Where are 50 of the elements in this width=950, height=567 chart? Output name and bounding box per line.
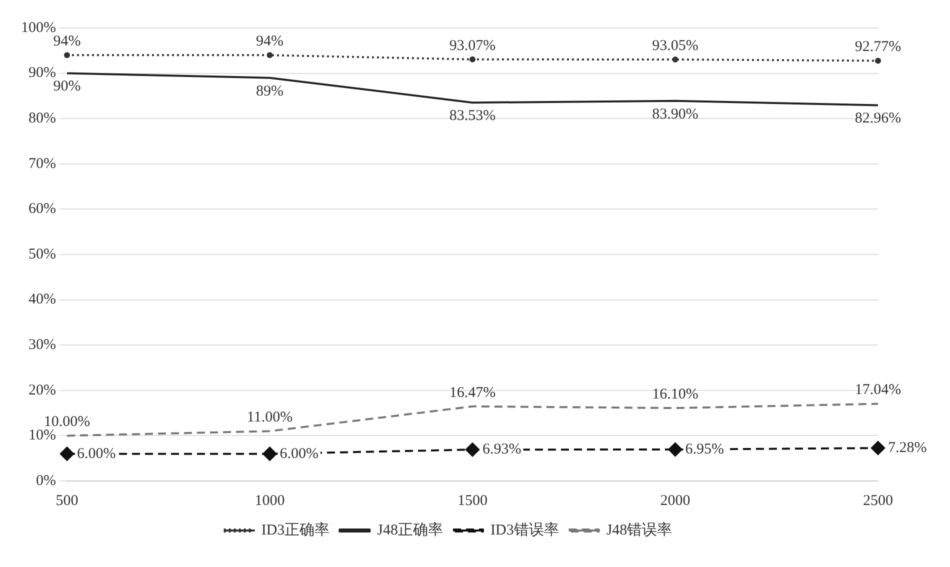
point — [668, 442, 682, 457]
data-label: 93.05% — [652, 38, 698, 54]
legend-label: J48错误率 — [606, 521, 672, 538]
data-label: 6.00% — [76, 446, 116, 462]
data-label: 93.07% — [449, 38, 496, 54]
data-label: 89% — [256, 83, 284, 100]
data-label: 6.93% — [482, 442, 522, 458]
data-label: 6.00% — [280, 446, 318, 462]
data-label: 17.04% — [854, 382, 902, 398]
y-tick-label: 80% — [28, 110, 56, 127]
point — [266, 52, 273, 58]
point — [262, 446, 277, 461]
y-tick-label: 50% — [28, 246, 56, 262]
y-tick-label: 0% — [36, 472, 56, 489]
x-tick-label: 1500 — [458, 492, 488, 509]
point — [466, 442, 480, 457]
data-label: 7.28% — [888, 440, 927, 456]
x-tick-label: 1000 — [254, 492, 285, 509]
y-tick-label: 30% — [28, 337, 56, 354]
data-label: 94% — [256, 34, 284, 50]
data-label: 6.95% — [685, 441, 724, 458]
x-tick-label: 2500 — [863, 492, 893, 509]
point — [871, 441, 885, 456]
y-tick-label: 70% — [28, 156, 56, 172]
y-tick-label: 10% — [28, 428, 56, 444]
point — [60, 446, 74, 461]
x-tick-label: 2000 — [660, 492, 690, 509]
point — [875, 58, 881, 64]
data-label: 11.00% — [246, 410, 293, 426]
data-label: 92.77% — [854, 39, 902, 56]
data-label: 16.10% — [652, 386, 698, 403]
y-tick-label: 60% — [28, 201, 56, 218]
data-label: 10.00% — [44, 414, 90, 430]
legend-label: ID3正确率 — [261, 521, 330, 538]
data-label: 82.96% — [854, 110, 902, 127]
data-label: 16.47% — [449, 384, 496, 401]
point — [64, 52, 70, 58]
y-tick-label: 90% — [28, 65, 56, 82]
legend-label: ID3错误率 — [490, 521, 559, 538]
y-tick-label: 20% — [28, 382, 56, 398]
data-label: 83.90% — [652, 106, 698, 122]
data-label: 94% — [53, 34, 81, 50]
data-label: 90% — [53, 78, 81, 95]
point — [470, 56, 476, 62]
x-tick-label: 500 — [56, 492, 78, 509]
y-tick-label: 100% — [20, 20, 56, 36]
data-label: 83.53% — [449, 108, 496, 124]
y-tick-label: 40% — [28, 292, 56, 308]
point — [672, 56, 678, 62]
legend-label: J48正确率 — [377, 521, 444, 538]
